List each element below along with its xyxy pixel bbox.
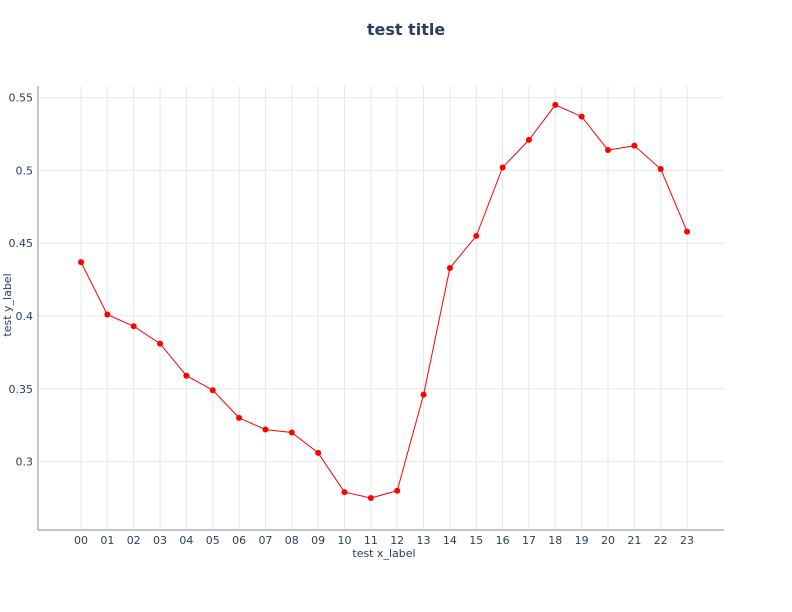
x-tick-label: 13 [417, 534, 431, 547]
x-tick-label: 00 [74, 534, 88, 547]
data-point [552, 101, 559, 108]
x-tick-label: 12 [390, 534, 404, 547]
data-point [631, 142, 638, 149]
x-tick-label: 07 [258, 534, 272, 547]
data-point [130, 323, 137, 330]
x-gridlines [80, 86, 688, 530]
y-gridlines [38, 97, 724, 463]
x-tick-label: 06 [232, 534, 246, 547]
x-tick-label: 16 [496, 534, 510, 547]
data-point [209, 387, 216, 394]
x-tick-label: 03 [153, 534, 167, 547]
x-tick-label: 02 [127, 534, 141, 547]
x-tick-label: 01 [100, 534, 114, 547]
x-tick-label: 05 [206, 534, 220, 547]
y-tick-label: 0.3 [16, 456, 34, 469]
data-point [236, 414, 243, 421]
data-point [684, 228, 691, 235]
data-point [315, 449, 322, 456]
y-tick-labels: 0.3 0.35 0.4 0.45 0.5 0.55 [9, 92, 34, 469]
data-point [657, 165, 664, 172]
x-tick-label: 09 [311, 534, 325, 547]
y-tick-label: 0.5 [16, 164, 34, 177]
x-tick-label: 04 [179, 534, 193, 547]
data-point [578, 113, 585, 120]
x-tick-label: 15 [469, 534, 483, 547]
x-tick-label: 23 [680, 534, 694, 547]
chart-title: test title [367, 20, 446, 39]
data-point [605, 147, 611, 154]
data-point [394, 487, 401, 494]
data-point [473, 232, 480, 239]
x-tick-label: 17 [522, 534, 536, 547]
y-tick-label: 0.35 [9, 383, 34, 396]
x-axis-label: test x_label [352, 547, 415, 560]
x-tick-label: 19 [575, 534, 589, 547]
data-point [499, 164, 506, 171]
data-point [420, 391, 427, 398]
data-point [104, 311, 111, 318]
data-point [525, 136, 532, 143]
y-axis-label: test y_label [1, 273, 14, 336]
data-point [446, 264, 453, 271]
data-point [183, 372, 190, 379]
x-tick-labels: 00 01 02 03 04 05 06 07 08 09 10 11 12 13 14 15 16 17 18 19… [74, 534, 694, 547]
series-points-group [78, 101, 691, 501]
y-tick-label: 0.4 [16, 310, 34, 323]
data-point [288, 429, 295, 436]
x-tick-label: 11 [364, 534, 378, 547]
series-line [80, 104, 688, 499]
x-tick-label: 08 [285, 534, 299, 547]
x-tick-label: 21 [627, 534, 641, 547]
x-tick-label: 14 [443, 534, 457, 547]
data-point [157, 340, 164, 347]
series-line-group [80, 104, 688, 499]
data-point [367, 494, 374, 501]
x-tick-label: 20 [601, 534, 615, 547]
y-tick-label: 0.45 [9, 237, 34, 250]
data-point [341, 489, 348, 496]
data-point [78, 259, 84, 266]
y-tick-label: 0.55 [9, 92, 34, 105]
data-point [262, 426, 269, 433]
x-tick-label: 10 [338, 534, 352, 547]
x-tick-label: 22 [654, 534, 668, 547]
x-tick-label: 18 [548, 534, 562, 547]
